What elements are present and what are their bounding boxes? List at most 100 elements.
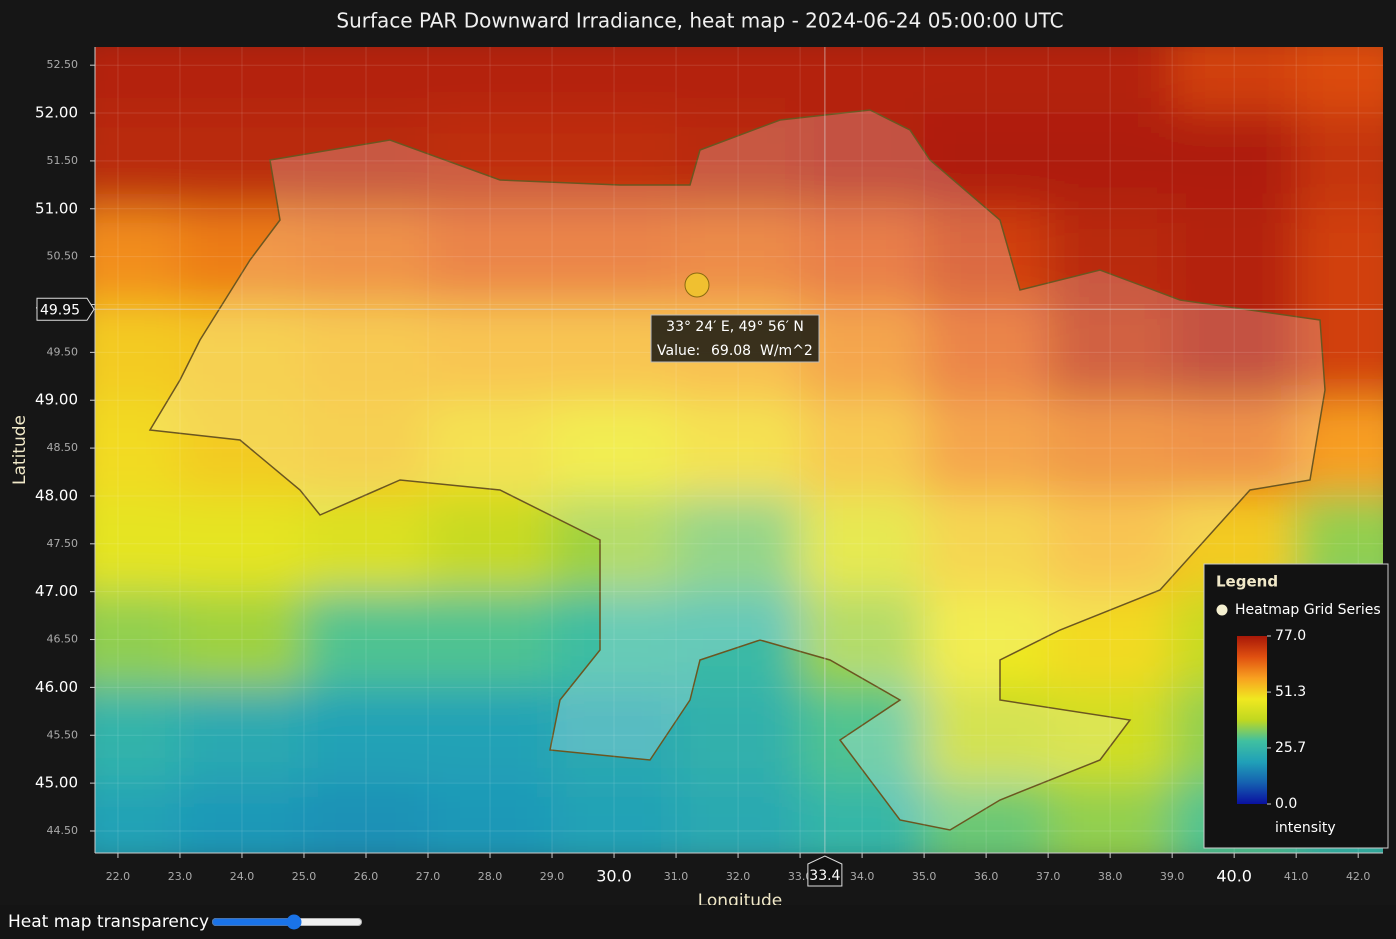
chart: Surface PAR Downward Irradiance, heat ma… [10,8,1389,911]
tooltip-position: 33° 24′ E, 49° 56′ N [666,319,804,335]
x-tick-label: 24.0 [230,870,255,883]
heat-cell [1047,591,1173,688]
x-tick-label: 42.0 [1346,870,1371,883]
heat-cell [179,112,305,210]
heat-cell [95,47,181,114]
plot-area [95,47,1383,853]
y-tick-label: 50.50 [47,250,79,263]
y-tick-label: 52.50 [47,58,79,71]
x-tick-label: 41.0 [1284,870,1309,883]
heat-cell [1171,47,1297,114]
crosshair-x-box [807,855,843,887]
y-tick-label: 45.00 [35,774,78,792]
x-tick-label: 33.0 [788,870,813,883]
heat-cell [179,782,305,853]
y-tick-label: 46.50 [47,633,79,646]
crosshair: 49.95 33.4 [36,47,1383,887]
heat-cell [427,47,553,114]
heat-cell [799,495,925,593]
heat-cell [675,399,801,497]
heat-cell [303,112,429,210]
heat-cell [1171,112,1297,210]
heat-cell [551,591,677,688]
x-tick-label: 38.0 [1098,870,1123,883]
heat-cell [1047,782,1173,853]
heat-cell [1295,47,1383,114]
heat-cell [551,112,677,210]
heat-cell [1295,112,1383,210]
color-scale-tick-label: 77.0 [1275,628,1306,644]
transparency-slider[interactable] [211,914,364,930]
legend-entry: Heatmap Grid Series [1235,602,1381,618]
heat-cell [303,591,429,688]
y-tick-label: 52.00 [35,104,78,122]
y-tick-label: 48.00 [35,486,78,504]
heat-cell [799,47,925,114]
x-tick-label: 25.0 [292,870,317,883]
heat-cell [799,399,925,497]
heat-cell [923,112,1049,210]
heat-cell [95,112,181,210]
x-tick-label: 36.0 [974,870,999,883]
heat-cell [551,686,677,784]
y-tick-label: 49.50 [47,345,79,358]
y-tick-label: 45.50 [47,728,79,741]
x-tick-label: 27.0 [416,870,441,883]
heat-cell [799,686,925,784]
heat-cell [427,208,553,305]
heat-cell [799,591,925,688]
heat-cell [923,399,1049,497]
ticks: 22.0 23.0 24.0 25.0 26.0 27.0 28.0 29.0 30.0 31.0… [35,58,1370,885]
city-marker [684,272,710,298]
slider-label: Heat map transparency [8,912,210,932]
heat-cell [303,782,429,853]
tooltip-value: 69.08 [711,343,751,359]
x-tick-label: 35.0 [912,870,937,883]
heat-cell [95,399,181,497]
crosshair-y-label: 49.95 [40,302,80,318]
y-tick-label: 51.00 [35,199,78,217]
heat-cell [95,782,181,853]
y-axis-label: Latitude [10,415,30,485]
y-tick-label: 47.00 [35,582,78,600]
legend-title: Legend [1216,573,1278,591]
heat-cell [675,495,801,593]
tooltip-label: Value: [657,343,700,359]
heat-cell [427,591,553,688]
heat-cell [427,399,553,497]
x-tick-label: 34.0 [850,870,875,883]
y-tick-label: 47.50 [47,537,79,550]
crosshair-y-box [36,297,95,321]
color-scale-tick-label: 51.3 [1275,684,1306,700]
heat-cell [923,303,1049,401]
x-axis-label: Longitude [698,891,783,905]
heat-cell [675,686,801,784]
tooltip-box [650,314,820,363]
color-scale-label: intensity [1275,820,1336,836]
heat-cell [1047,495,1173,593]
heat-cell [1047,47,1173,114]
heat-cell [1047,399,1173,497]
heat-cell [427,495,553,593]
crosshair-x-label: 33.4 [809,868,840,884]
color-scale [1237,636,1267,804]
heat-cell [923,495,1049,593]
x-tick-label: 40.0 [1216,867,1252,886]
heat-cell [551,782,677,853]
grid [95,47,1383,853]
y-tick-label: 48.50 [47,441,79,454]
legend-box [1203,563,1389,849]
heat-cell [303,303,429,401]
y-tick-label: 51.50 [47,154,79,167]
heat-cell [675,782,801,853]
heat-cell [303,208,429,305]
heat-cell [179,591,305,688]
heat-cell [179,495,305,593]
tooltip-unit: W/m^2 [760,343,813,359]
heat-cell [675,47,801,114]
heat-cell [799,782,925,853]
heat-cell [923,782,1049,853]
legend-symbol [1216,604,1228,616]
heat-cell [1171,399,1297,497]
y-tick-label: 49.00 [35,391,78,409]
